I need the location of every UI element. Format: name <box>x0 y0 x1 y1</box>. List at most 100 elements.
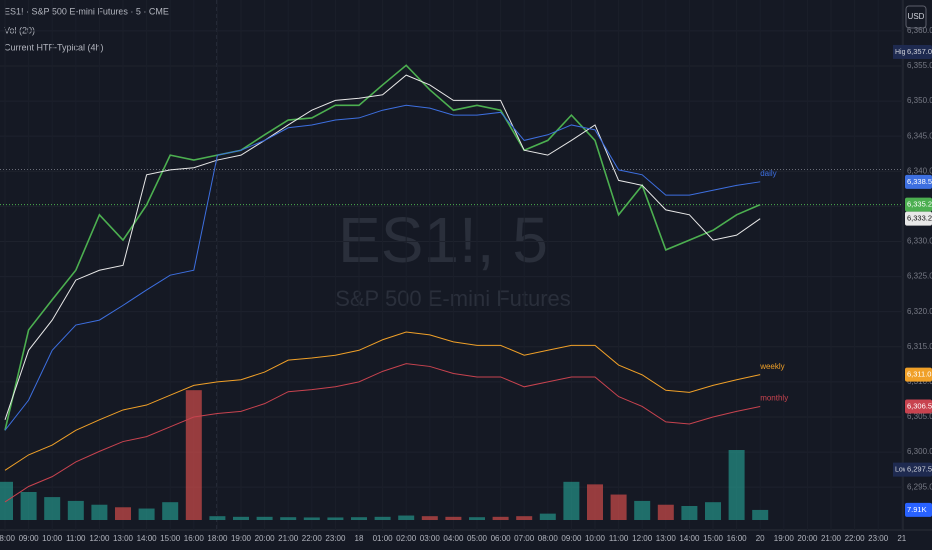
x-tick-label: 14:00 <box>137 534 158 543</box>
series-line <box>4 104 761 431</box>
series-line <box>4 74 761 420</box>
volume-bar <box>67 500 84 520</box>
price-badge <box>905 399 932 414</box>
x-tick-label: 20 <box>756 534 765 543</box>
x-tick-label: 21:00 <box>821 534 842 543</box>
volume-bar <box>516 516 533 520</box>
price-badge-label: 6,335.25 <box>907 200 932 209</box>
x-tick-label: 02:00 <box>396 534 417 543</box>
volume-bar <box>398 515 415 520</box>
x-tick-label: 14:00 <box>679 534 700 543</box>
volume-bar <box>657 504 674 520</box>
y-tick-label: 6,345.00 <box>907 131 932 140</box>
volume-bar <box>351 517 367 520</box>
x-tick-label: 09:00 <box>19 534 40 543</box>
x-tick-label: 21:00 <box>278 534 299 543</box>
volume-legend: Vol (20) <box>4 25 35 35</box>
volume-bar <box>610 494 627 520</box>
extreme-tag-label: Low <box>895 466 909 473</box>
volume-bar <box>421 516 438 520</box>
volume-bar <box>327 517 344 520</box>
volume-bar <box>634 500 651 520</box>
volume-bar <box>469 517 485 520</box>
series-end-label: weekly <box>759 362 784 371</box>
currency-button[interactable] <box>905 5 927 29</box>
x-tick-label: 03:00 <box>420 534 441 543</box>
series-line <box>4 363 761 503</box>
y-tick-label: 6,320.00 <box>907 307 932 316</box>
volume-bar <box>91 504 108 520</box>
y-tick-label: 6,355.00 <box>907 61 932 70</box>
currency[interactable]: USD <box>908 12 925 21</box>
x-tick-label: 15:00 <box>160 534 181 543</box>
volume-bar <box>563 481 580 520</box>
x-tick-label: 18:00 <box>207 534 228 543</box>
x-tick-label: 18 <box>355 534 364 543</box>
price-badge-label: 6,357.00 <box>907 47 932 56</box>
price-badge <box>905 502 932 517</box>
volume-bar <box>209 516 226 520</box>
x-tick-label: 12:00 <box>632 534 653 543</box>
x-tick-label: 09:00 <box>561 534 582 543</box>
price-badge-label: 6,311.03 <box>907 370 932 379</box>
x-tick-label: 10:00 <box>585 534 606 543</box>
y-tick-label: 6,295.00 <box>907 482 932 491</box>
x-tick-label: 23:00 <box>325 534 346 543</box>
y-tick-label: 6,350.00 <box>907 96 932 105</box>
x-tick-label: 19:00 <box>774 534 795 543</box>
series-line <box>4 331 761 471</box>
price-badge-label: 6,338.50 <box>907 177 932 186</box>
volume-bar <box>162 502 179 520</box>
x-tick-label: 20:00 <box>797 534 818 543</box>
volume-bar <box>138 508 155 520</box>
volume-bar <box>539 513 556 520</box>
x-tick-label: 06:00 <box>491 534 512 543</box>
y-tick-label: 6,330.00 <box>907 237 932 246</box>
y-tick-label: 6,300.00 <box>907 447 932 456</box>
x-tick-label: 22:00 <box>845 534 866 543</box>
volume-bar <box>115 507 131 520</box>
volume-bar <box>681 506 698 520</box>
price-badge-label: 7.91K <box>907 505 927 514</box>
volume-bar <box>728 450 745 520</box>
extreme-tag <box>893 462 907 477</box>
price-badge-label: 6,333.25 <box>907 214 932 223</box>
y-tick-label: 6,305.00 <box>907 412 932 421</box>
x-tick-label: 15:00 <box>703 534 724 543</box>
x-tick-label: 13:00 <box>113 534 134 543</box>
volume-bar <box>44 497 61 520</box>
x-tick-label: 01:00 <box>373 534 394 543</box>
x-tick-label: 13:00 <box>656 534 677 543</box>
x-tick-label: 22:00 <box>302 534 323 543</box>
y-tick-label: 6,360.00 <box>907 26 932 35</box>
x-tick-label: 21 <box>897 534 906 543</box>
volume-bar <box>256 516 273 520</box>
x-tick-label: 19:00 <box>231 534 252 543</box>
x-tick-label: 12:00 <box>89 534 110 543</box>
x-tick-label: 11:00 <box>66 534 86 543</box>
volume-bar <box>303 517 320 520</box>
x-tick-label: 23:00 <box>868 534 889 543</box>
indicator-legend: Current HTF-Typical (4h) <box>4 42 104 52</box>
x-tick-label: 05:00 <box>467 534 488 543</box>
volume-bar <box>445 516 462 520</box>
price-badge <box>905 44 932 59</box>
y-tick-label: 6,315.00 <box>907 342 932 351</box>
extreme-tag <box>893 44 907 59</box>
x-tick-label: 07:00 <box>514 534 535 543</box>
volume-bar <box>587 484 603 520</box>
price-badge <box>905 174 932 189</box>
volume-bar <box>492 516 509 520</box>
watermark-symbol: ES1!, 5 <box>338 204 548 276</box>
price-badge <box>905 367 932 382</box>
x-tick-label: 08:00 <box>0 534 16 543</box>
symbol-legend: ES1! · S&P 500 E-mini Futures · 5 · CME <box>4 6 169 16</box>
x-tick-label: 11:00 <box>609 534 629 543</box>
y-tick-label: 6,340.00 <box>907 166 932 175</box>
volume-bar <box>374 516 391 520</box>
price-badge-label: 6,297.50 <box>907 465 932 474</box>
price-badge <box>905 197 932 212</box>
volume-bar <box>185 390 202 520</box>
